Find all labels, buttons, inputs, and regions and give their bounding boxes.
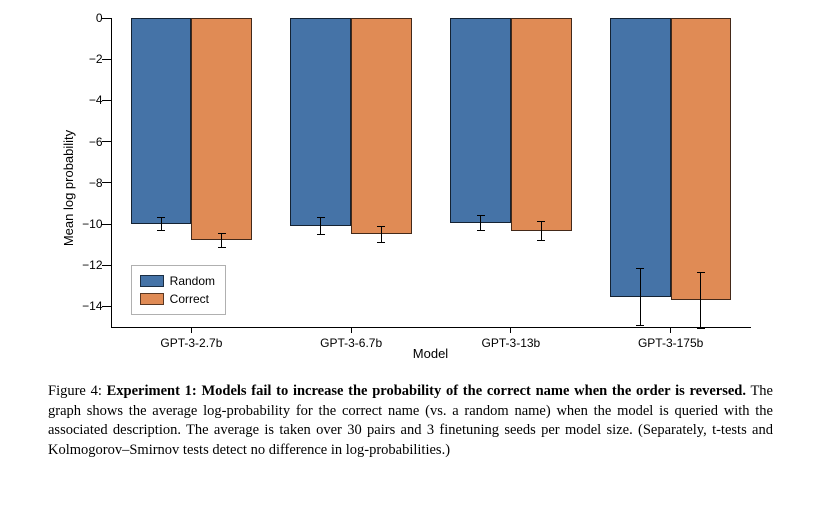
legend-label: Correct: [170, 290, 209, 308]
bar-correct: [191, 18, 252, 240]
bar-random: [610, 18, 671, 297]
legend-item: Random: [140, 272, 215, 290]
legend-swatch: [140, 275, 164, 287]
error-cap: [537, 221, 545, 222]
y-tick: [102, 18, 112, 19]
error-cap: [317, 217, 325, 218]
error-bar: [381, 226, 382, 242]
plot-region: 0−2−4−6−8−10−12−14GPT-3-2.7bGPT-3-6.7bGP…: [111, 18, 751, 328]
error-bar: [700, 272, 701, 328]
error-cap: [157, 217, 165, 218]
y-tick-label: −4: [63, 93, 103, 107]
error-cap: [157, 230, 165, 231]
error-cap: [537, 240, 545, 241]
y-tick-label: 0: [63, 11, 103, 25]
error-cap: [697, 272, 705, 273]
y-tick-label: −14: [63, 299, 103, 313]
y-tick: [102, 265, 112, 266]
y-tick: [102, 224, 112, 225]
legend-swatch: [140, 293, 164, 305]
y-tick: [102, 306, 112, 307]
error-cap: [636, 268, 644, 269]
y-tick: [102, 141, 112, 142]
bar-random: [450, 18, 511, 223]
x-tick: [191, 327, 192, 333]
x-tick: [670, 327, 671, 333]
error-bar: [161, 218, 162, 230]
bar-random: [131, 18, 192, 224]
y-tick: [102, 182, 112, 183]
x-axis-label: Model: [111, 346, 751, 361]
legend-item: Correct: [140, 290, 215, 308]
error-cap: [218, 247, 226, 248]
error-cap: [477, 215, 485, 216]
y-tick: [102, 59, 112, 60]
caption-title: Experiment 1: Models fail to increase th…: [107, 383, 746, 399]
y-tick-label: −12: [63, 258, 103, 272]
x-tick: [351, 327, 352, 333]
figure-container: Mean log probability 0−2−4−6−8−10−12−14G…: [0, 0, 821, 514]
y-tick-label: −6: [63, 135, 103, 149]
x-tick: [510, 327, 511, 333]
error-bar: [640, 268, 641, 326]
error-cap: [377, 226, 385, 227]
error-bar: [320, 218, 321, 234]
error-bar: [221, 233, 222, 247]
error-cap: [636, 325, 644, 326]
bar-random: [290, 18, 351, 226]
error-bar: [480, 216, 481, 230]
chart-area: Mean log probability 0−2−4−6−8−10−12−14G…: [41, 8, 781, 368]
error-cap: [377, 242, 385, 243]
error-bar: [541, 222, 542, 241]
y-tick-label: −2: [63, 52, 103, 66]
figure-caption: Figure 4: Experiment 1: Models fail to i…: [48, 382, 773, 460]
y-tick-label: −8: [63, 176, 103, 190]
legend: RandomCorrect: [131, 265, 226, 315]
y-tick: [102, 100, 112, 101]
error-cap: [218, 233, 226, 234]
error-cap: [317, 234, 325, 235]
caption-label: Figure 4:: [48, 383, 107, 399]
legend-label: Random: [170, 272, 215, 290]
bar-correct: [511, 18, 572, 231]
bar-correct: [671, 18, 732, 300]
bar-correct: [351, 18, 412, 234]
y-tick-label: −10: [63, 217, 103, 231]
error-cap: [697, 328, 705, 329]
error-cap: [477, 230, 485, 231]
